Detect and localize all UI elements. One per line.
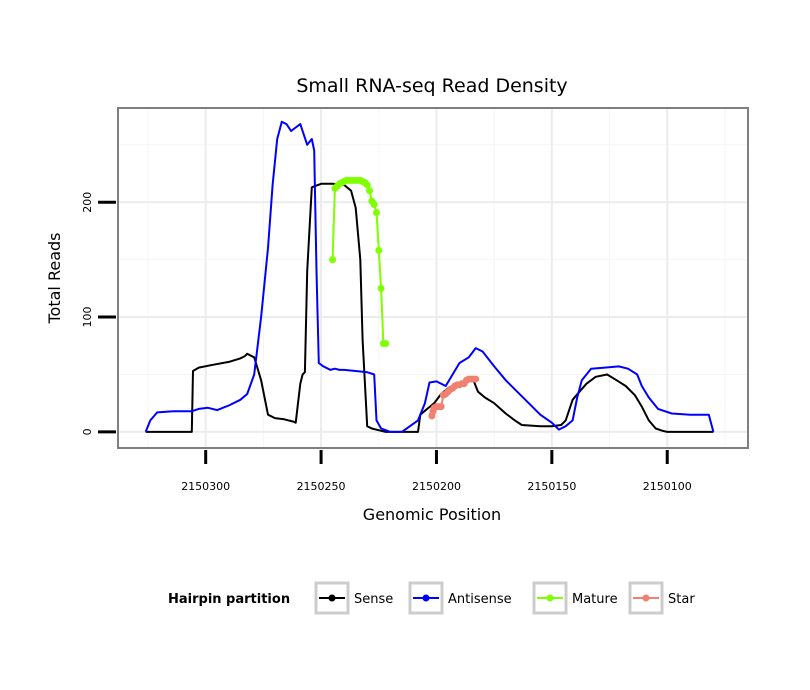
legend-key-point — [642, 594, 650, 602]
legend-key-point — [546, 594, 554, 602]
antisense-line — [144, 120, 715, 433]
x-tick-label: 2150150 — [527, 480, 576, 493]
legend-label: Star — [668, 592, 695, 607]
legend-entry-sense: Sense — [314, 581, 393, 615]
legend-entry-star: Star — [628, 581, 695, 615]
mature-point — [377, 284, 385, 292]
y-axis: 0 100 200 — [81, 192, 116, 435]
legend-label: Mature — [572, 592, 618, 607]
y-tick-label: 100 — [81, 307, 94, 328]
series-antisense — [144, 120, 715, 433]
x-tick-label: 2150300 — [181, 480, 230, 493]
legend-label: Antisense — [448, 592, 512, 607]
y-tick-label: 0 — [81, 428, 94, 435]
mature-point — [370, 200, 378, 208]
legend: Hairpin partition Sense Antisense Mature St… — [168, 581, 695, 615]
mature-point — [366, 187, 374, 195]
x-tick-label: 2150200 — [412, 480, 461, 493]
legend-entry-antisense: Antisense — [408, 581, 512, 615]
chart-title: Small RNA-seq Read Density — [296, 75, 567, 97]
star-point — [472, 375, 480, 383]
y-axis-title: Total Reads — [45, 233, 64, 325]
series-star — [428, 375, 480, 420]
series-mature — [329, 176, 390, 347]
y-tick-label: 200 — [81, 192, 94, 213]
x-axis-title: Genomic Position — [363, 505, 501, 524]
series-layer — [144, 120, 715, 433]
mature-point — [375, 246, 383, 254]
legend-title: Hairpin partition — [168, 592, 290, 607]
mature-point — [329, 256, 337, 264]
mature-point — [363, 181, 371, 189]
grid-lines — [118, 108, 748, 448]
legend-entry-mature: Mature — [532, 581, 618, 615]
plot-border — [117, 107, 749, 449]
legend-key-point — [422, 594, 430, 602]
legend-label: Sense — [354, 592, 393, 607]
plot-panel — [118, 108, 748, 448]
legend-key-point — [328, 594, 336, 602]
mature-point — [372, 209, 380, 217]
x-tick-label: 2150250 — [297, 480, 346, 493]
mature-point — [382, 339, 390, 347]
x-axis: 2150300 2150250 2150200 2150150 2150100 — [181, 450, 692, 493]
star-point — [437, 403, 445, 411]
x-tick-label: 2150100 — [643, 480, 692, 493]
